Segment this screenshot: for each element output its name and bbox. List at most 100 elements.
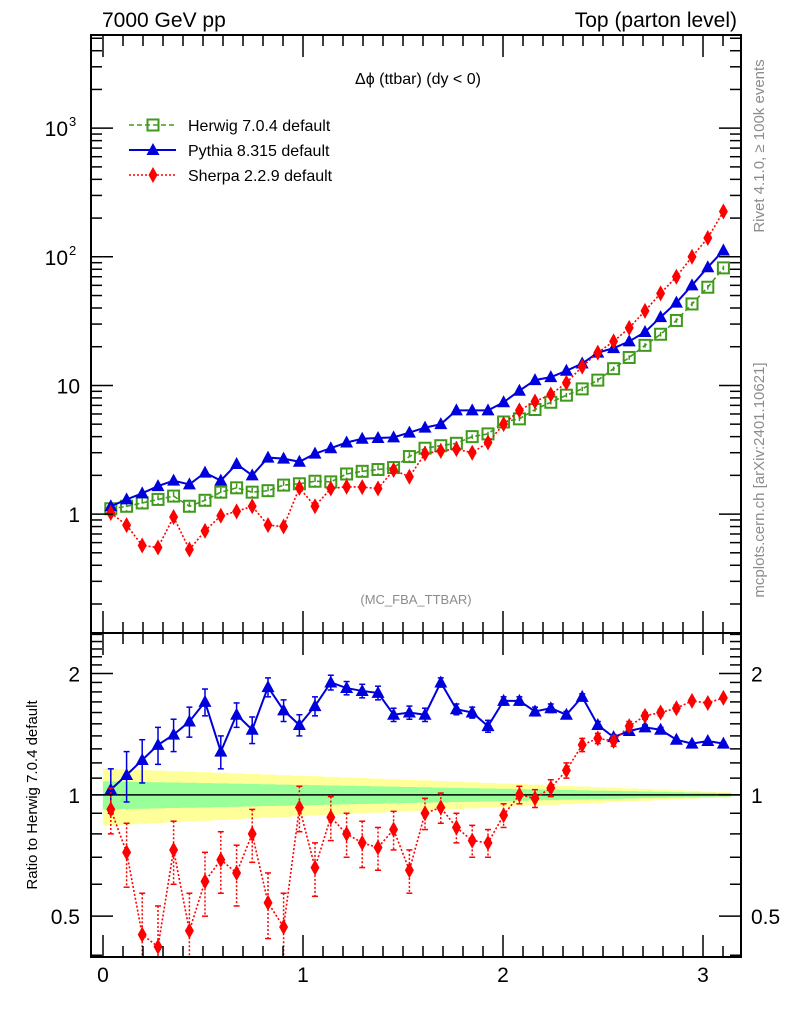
data-point bbox=[687, 692, 697, 709]
legend-marker bbox=[146, 143, 160, 155]
data-point bbox=[638, 720, 652, 733]
data-point bbox=[577, 358, 587, 375]
data-point bbox=[654, 722, 668, 735]
data-point bbox=[669, 313, 683, 327]
series-line bbox=[110, 267, 725, 510]
data-point bbox=[701, 280, 715, 294]
series-line bbox=[110, 211, 725, 552]
data-point bbox=[216, 507, 226, 524]
series-line bbox=[110, 697, 724, 949]
analysis-watermark: (MC_FBA_TTBAR) bbox=[360, 592, 471, 607]
data-point bbox=[167, 727, 181, 740]
data-point bbox=[324, 441, 338, 454]
data-point bbox=[544, 370, 558, 383]
data-point bbox=[546, 386, 556, 403]
data-point bbox=[685, 278, 699, 291]
data-point bbox=[669, 295, 683, 308]
y-tick-label-exponent: 3 bbox=[69, 114, 76, 129]
data-point bbox=[703, 694, 713, 711]
data-point bbox=[449, 702, 463, 715]
x-tick-label: 2 bbox=[497, 964, 509, 987]
ratio-ylabel: Ratio to Herwig 7.0.4 default bbox=[24, 700, 41, 890]
data-point bbox=[609, 333, 619, 350]
data-point bbox=[449, 403, 463, 416]
mcplots-credit-label: mcplots.cern.ch [arXiv:2401.10621] bbox=[751, 362, 768, 597]
ratio-y-tick-label-left: 1 bbox=[68, 785, 80, 808]
data-point bbox=[404, 468, 414, 485]
data-point bbox=[247, 825, 257, 842]
data-point bbox=[135, 753, 149, 766]
data-point bbox=[467, 832, 477, 849]
data-point bbox=[530, 790, 540, 807]
data-point bbox=[182, 714, 196, 727]
data-point bbox=[671, 700, 681, 717]
data-point bbox=[326, 809, 336, 826]
data-point bbox=[342, 478, 352, 495]
legend-label: Pythia 8.315 default bbox=[188, 143, 330, 160]
legend-entry: Herwig 7.0.4 default bbox=[129, 118, 331, 135]
y-tick-label: 10 bbox=[57, 375, 80, 398]
data-point bbox=[184, 922, 194, 939]
data-point bbox=[499, 807, 509, 824]
data-point bbox=[310, 859, 320, 876]
data-point bbox=[483, 434, 493, 451]
data-point bbox=[308, 446, 322, 459]
data-point bbox=[106, 504, 116, 521]
data-point bbox=[528, 373, 542, 386]
x-tick-label: 0 bbox=[97, 964, 109, 987]
data-point bbox=[198, 694, 212, 707]
data-point bbox=[151, 737, 165, 750]
data-point bbox=[371, 431, 385, 444]
ratio-series-sherpa bbox=[106, 689, 728, 957]
data-point bbox=[465, 705, 479, 718]
legend-entry: Sherpa 2.2.9 default bbox=[129, 167, 333, 185]
data-point bbox=[151, 479, 165, 492]
ratio-axis-ticks: 2 2 1 1 0.5 0.5 0 1 2 3 bbox=[51, 633, 780, 987]
ratio-y-tick-label-left: 0.5 bbox=[51, 906, 80, 929]
data-point bbox=[169, 841, 179, 858]
data-point bbox=[530, 393, 540, 410]
data-point bbox=[122, 844, 132, 861]
data-point bbox=[671, 268, 681, 285]
data-point bbox=[389, 462, 399, 479]
data-point bbox=[654, 310, 668, 323]
data-point bbox=[622, 350, 636, 364]
data-point bbox=[420, 805, 430, 822]
y-tick-label-exponent: 2 bbox=[69, 243, 76, 258]
data-point bbox=[200, 522, 210, 539]
data-point bbox=[436, 799, 446, 816]
y-tick-label: 1 bbox=[68, 504, 80, 527]
data-point bbox=[263, 517, 273, 534]
data-point bbox=[342, 825, 352, 842]
data-point bbox=[465, 430, 479, 444]
data-point bbox=[638, 338, 652, 352]
data-point bbox=[389, 821, 399, 838]
data-point bbox=[418, 420, 432, 433]
data-point bbox=[387, 430, 401, 443]
data-point bbox=[261, 680, 275, 693]
data-point bbox=[214, 744, 228, 757]
data-point bbox=[561, 762, 571, 779]
data-point bbox=[575, 689, 589, 702]
data-point bbox=[279, 919, 289, 936]
series-line bbox=[110, 249, 725, 508]
data-point bbox=[638, 325, 652, 338]
y-tick-label: 10 bbox=[45, 118, 68, 141]
data-point bbox=[294, 479, 304, 496]
x-tick-label: 1 bbox=[297, 964, 309, 987]
data-point bbox=[404, 862, 414, 879]
data-point bbox=[718, 689, 728, 706]
data-point bbox=[279, 518, 289, 535]
legend: Herwig 7.0.4 default Pythia 8.315 default… bbox=[129, 118, 333, 185]
data-point bbox=[701, 733, 715, 746]
ratio-y-tick-label-right: 1 bbox=[751, 785, 763, 808]
data-point bbox=[685, 736, 699, 749]
data-point bbox=[230, 707, 244, 720]
data-point bbox=[135, 486, 149, 499]
data-point bbox=[483, 834, 493, 851]
data-point bbox=[544, 701, 558, 714]
data-point bbox=[402, 425, 416, 438]
data-point bbox=[577, 736, 587, 753]
data-point bbox=[716, 736, 730, 749]
